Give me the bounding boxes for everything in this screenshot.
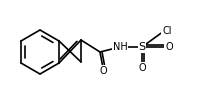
Text: O: O <box>165 42 173 52</box>
Text: S: S <box>138 42 146 52</box>
Text: NH: NH <box>113 42 127 52</box>
Text: O: O <box>138 63 146 73</box>
Text: O: O <box>99 66 107 76</box>
Text: Cl: Cl <box>162 26 172 36</box>
